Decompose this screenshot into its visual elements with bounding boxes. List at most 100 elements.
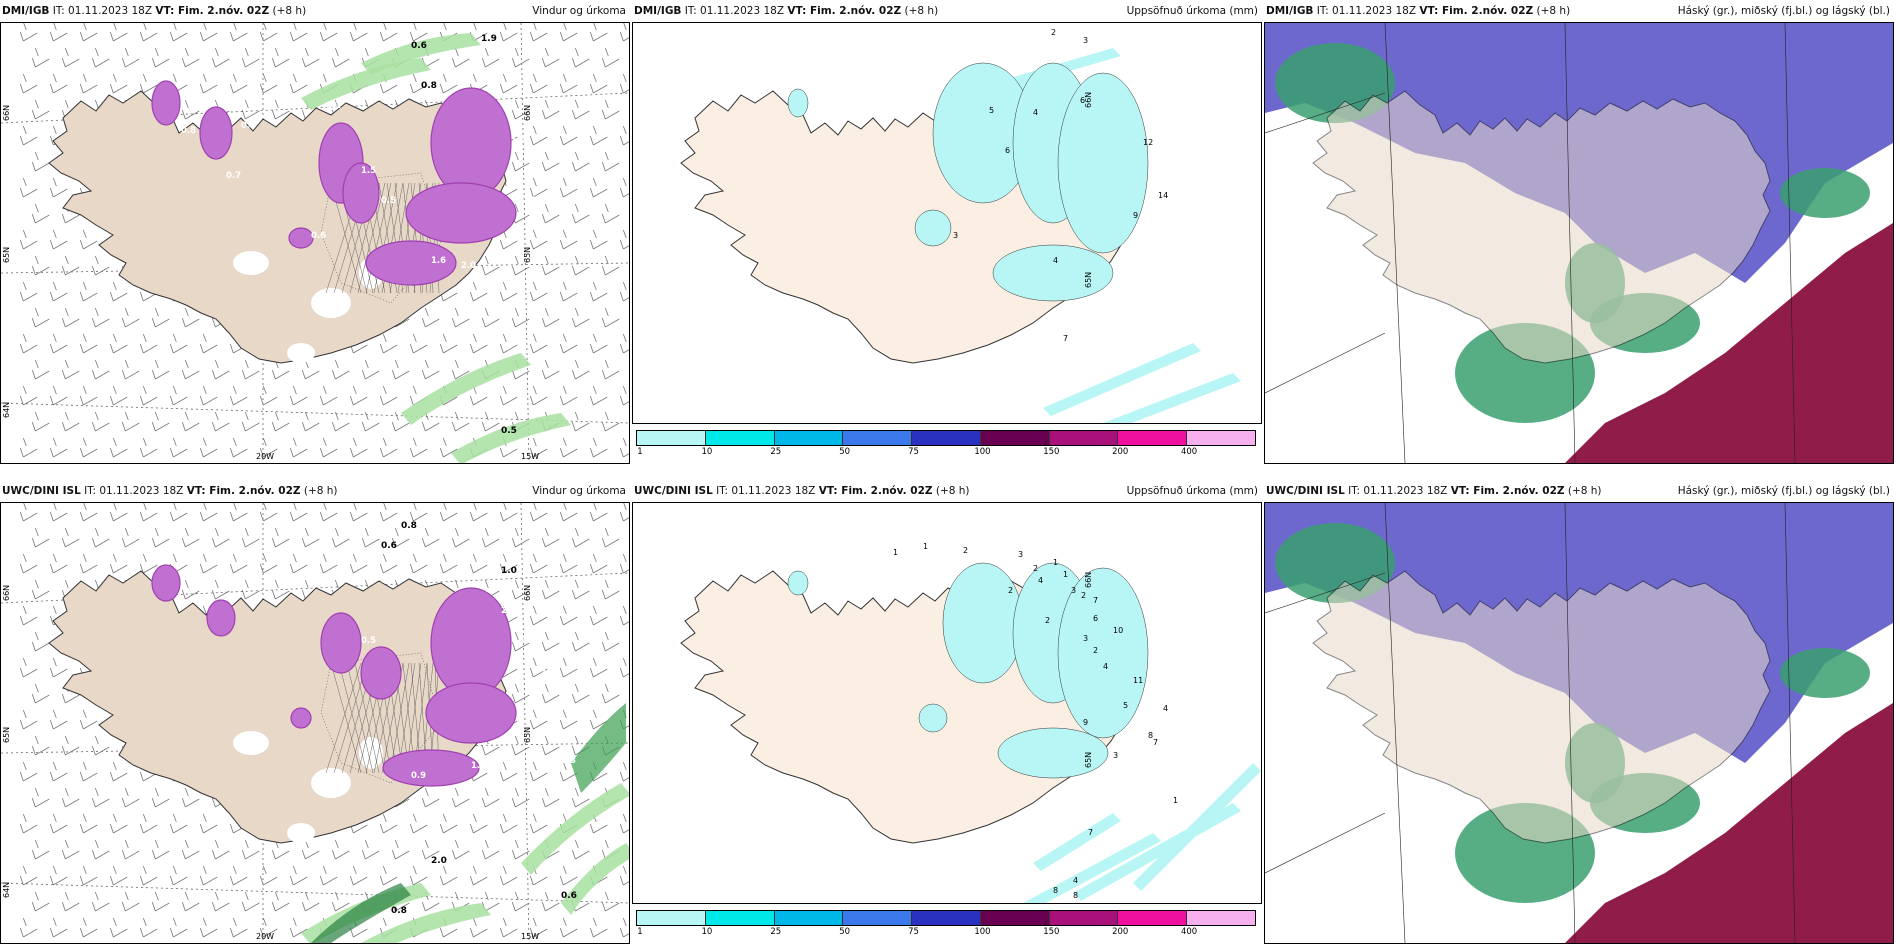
rain-area <box>320 612 362 674</box>
meridian-line <box>1564 23 1576 463</box>
wind-barb <box>61 47 80 68</box>
wind-barb <box>559 23 578 42</box>
wind-barb <box>289 385 308 406</box>
wind-barb <box>559 503 578 522</box>
valid-time: VT: Fim. 2.nóv. 02Z <box>1450 485 1565 497</box>
wind-barb <box>349 385 368 406</box>
precip-amount-label: 2 <box>1033 564 1038 573</box>
wind-barb <box>499 813 518 834</box>
wind-barb <box>409 437 428 458</box>
wind-barb <box>601 203 620 224</box>
wind-barb <box>619 657 629 678</box>
iceland-landmass <box>48 90 507 364</box>
wind-barb <box>91 891 110 912</box>
wind-barb <box>199 553 218 574</box>
wind-barb <box>121 47 140 68</box>
wind-barb <box>121 891 140 912</box>
precip-amount-label: 5 <box>989 106 994 115</box>
wind-barb <box>571 631 590 652</box>
wind-barb <box>49 709 68 730</box>
wind-barb <box>259 503 278 522</box>
wind-barb <box>439 813 458 834</box>
wind-barb <box>109 917 128 938</box>
map-frame <box>1264 22 1894 464</box>
wind-barb <box>439 553 458 574</box>
wind-barb <box>529 281 548 302</box>
wind-barb <box>109 385 128 406</box>
wind-barb <box>541 631 560 652</box>
wind-barb <box>529 605 548 626</box>
panel-header: DMI/IGB IT: 01.11.2023 18Z VT: Fim. 2.nó… <box>0 0 630 22</box>
precip-amount-label: 3 <box>1083 36 1088 45</box>
precip-value-label: 1.5 <box>361 166 376 176</box>
colorbar-segment <box>637 431 706 445</box>
precip-amount-label: 7 <box>1063 334 1068 343</box>
latitude-label: 66N <box>523 105 532 121</box>
wind-barb <box>529 813 548 834</box>
precip-area <box>1057 567 1149 739</box>
wind-barb <box>109 23 128 42</box>
wind-barb <box>499 917 518 938</box>
precip-amount-label: 3 <box>1018 550 1023 559</box>
wind-barb <box>79 385 98 406</box>
wind-barb <box>409 23 428 42</box>
latitude-label: 64N <box>2 882 11 898</box>
valid-time: VT: Fim. 2.nóv. 02Z <box>1419 5 1534 17</box>
precip-value-label: 1.7 <box>541 666 556 676</box>
wind-barb <box>241 47 260 68</box>
precip-amount-label: 9 <box>1133 211 1138 220</box>
meridian-line <box>1384 23 1406 463</box>
wind-barb <box>121 307 140 328</box>
lead-time: (+8 h) <box>1536 5 1571 17</box>
wind-barb <box>349 503 368 522</box>
wind-barb <box>541 203 560 224</box>
wind-barb <box>79 281 98 302</box>
wind-barb <box>529 333 548 354</box>
wind-barb <box>61 307 80 328</box>
latitude-label: 65N <box>1084 272 1093 288</box>
wind-barb <box>181 527 200 548</box>
precip-value-label: 0.7 <box>531 626 546 636</box>
wind-barb <box>301 839 320 860</box>
wind-barb <box>511 527 530 548</box>
wind-barb <box>19 503 38 522</box>
wind-barb <box>79 553 98 574</box>
wind-barb <box>289 865 308 886</box>
colorbar-segment <box>912 431 981 445</box>
wind-barb <box>79 709 98 730</box>
wind-barb <box>139 865 158 886</box>
latitude-label: 65N <box>2 727 11 743</box>
wind-barb <box>409 813 428 834</box>
wind-barb <box>559 917 578 938</box>
wind-barb <box>451 47 470 68</box>
model-name: UWC/DINI ISL <box>2 485 81 497</box>
snow-area <box>233 251 269 275</box>
map-frame: 1 1 2 3 2 1 4 2 1 3 2 7 6 10 2 3 2 4 11 5 9 4 8 7 3 1 7 4 8 8 66N 65N <box>632 502 1262 904</box>
model-name: DMI/IGB <box>2 5 50 17</box>
hatch-line <box>354 662 380 774</box>
precip-value-label: 1.6 <box>431 256 446 266</box>
colorbar-segment <box>1118 431 1188 445</box>
wind-barb <box>331 47 350 68</box>
wind-barb <box>409 73 428 94</box>
wind-barb <box>91 359 110 380</box>
precip-streak <box>1043 343 1201 416</box>
wind-barb <box>589 917 608 938</box>
wind-barb <box>469 917 488 938</box>
precip-value-label: 1.9 <box>481 34 497 44</box>
precip-strip <box>521 783 629 875</box>
rain-area <box>360 646 402 700</box>
wind-barb <box>19 229 38 250</box>
parallel-line <box>1265 92 1386 134</box>
wind-barb <box>391 411 410 432</box>
wind-barb <box>139 917 158 938</box>
wind-barb <box>499 333 518 354</box>
wind-barb <box>31 579 50 600</box>
wind-barb <box>19 761 38 782</box>
precip-value-label: 0.8 <box>421 551 436 561</box>
precip-strip <box>301 58 431 110</box>
snow-area <box>311 288 351 318</box>
init-time: IT: 01.11.2023 18Z <box>1316 5 1417 17</box>
valid-time: VT: Fim. 2.nóv. 02Z <box>155 5 270 17</box>
